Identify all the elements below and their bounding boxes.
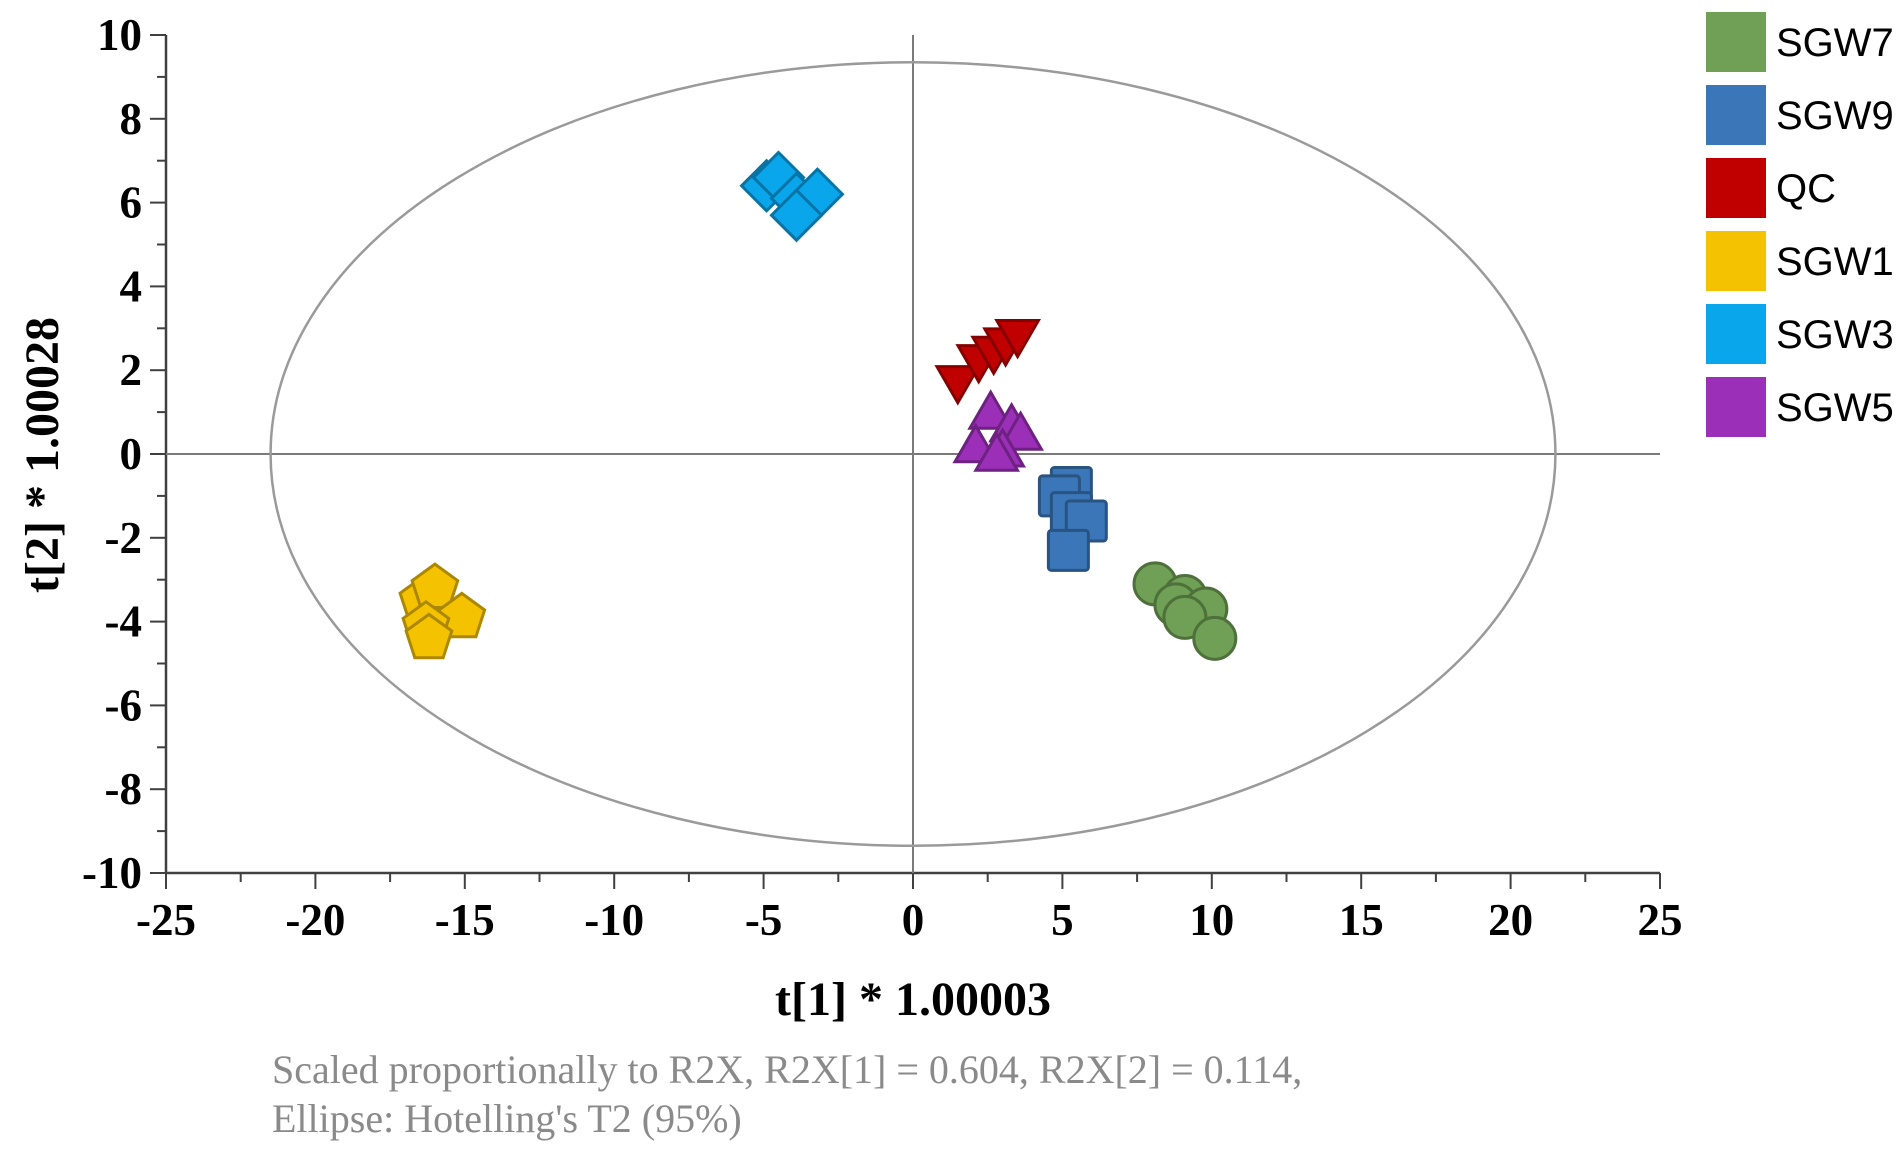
- point-sgw9: [1046, 528, 1090, 572]
- axes: -25 -20 -15 -10 -5 0 5 10 15 20 25-10-8-6-4-202468…: [82, 10, 1683, 945]
- legend-swatch-sgw9: [1706, 85, 1766, 145]
- x-tick-label: 25: [1638, 895, 1683, 945]
- y-tick-label: 10: [97, 10, 142, 60]
- y-tick-label: -10: [82, 848, 142, 898]
- footnote-line-1: Scaled proportionally to R2X, R2X[1] = 0…: [272, 1047, 1302, 1092]
- legend-swatch-sgw3: [1706, 304, 1766, 364]
- legend-swatch-qc: [1706, 158, 1766, 218]
- y-tick-label: 2: [120, 345, 143, 395]
- legend-label-sgw9: SGW9: [1776, 94, 1894, 138]
- data-points: [398, 150, 1238, 661]
- point-sgw1: [404, 612, 454, 660]
- x-tick-label: -25: [136, 895, 196, 945]
- y-tick-label: 4: [120, 261, 143, 311]
- hotelling-t2-ellipse: [269, 60, 1557, 848]
- y-tick-label: -8: [105, 764, 143, 814]
- y-tick-label: -6: [105, 680, 143, 730]
- series-sgw7: [1132, 561, 1238, 661]
- legend-swatch-sgw1: [1706, 231, 1766, 291]
- series-sgw1: [398, 562, 487, 660]
- y-tick-label: 6: [120, 178, 143, 228]
- legend: SGW7 SGW9 QC SGW1 SGW3 SGW5: [1706, 12, 1894, 437]
- point-sgw3: [769, 188, 824, 243]
- y-tick-label: 8: [120, 94, 143, 144]
- point-qc: [994, 319, 1041, 360]
- point-sgw5: [967, 389, 1015, 430]
- x-tick-label: -15: [435, 895, 495, 945]
- legend-label-sgw5: SGW5: [1776, 386, 1894, 430]
- legend-label-sgw7: SGW7: [1776, 21, 1894, 65]
- x-tick-label: 10: [1189, 895, 1234, 945]
- x-axis-title: t[1] * 1.00003: [775, 973, 1051, 1026]
- legend-label-qc: QC: [1776, 167, 1836, 211]
- legend-label-sgw3: SGW3: [1776, 313, 1894, 357]
- y-tick-label: 0: [120, 429, 143, 479]
- point-sgw5: [973, 431, 1020, 472]
- y-tick-label: -4: [105, 597, 143, 647]
- x-tick-label: -5: [745, 895, 783, 945]
- legend-swatch-sgw7: [1706, 12, 1766, 72]
- x-tick-label: 0: [902, 895, 925, 945]
- hotelling-ellipse-layer: [269, 60, 1557, 848]
- legend-label-sgw1: SGW1: [1776, 240, 1894, 284]
- y-axis-title: t[2] * 1.00028: [16, 317, 69, 593]
- x-tick-label: 15: [1339, 895, 1384, 945]
- series-sgw3: [739, 150, 845, 243]
- point-sgw1: [437, 591, 487, 639]
- series-sgw5: [952, 389, 1044, 472]
- x-tick-label: 5: [1051, 895, 1074, 945]
- legend-swatch-sgw5: [1706, 377, 1766, 437]
- y-tick-label: -2: [105, 513, 143, 563]
- x-tick-label: 20: [1488, 895, 1533, 945]
- x-tick-label: -10: [584, 895, 644, 945]
- footnote-line-2: Ellipse: Hotelling's T2 (95%): [272, 1096, 742, 1141]
- x-tick-label: -20: [285, 895, 345, 945]
- point-qc: [934, 365, 982, 406]
- point-sgw7: [1192, 615, 1238, 661]
- series-sgw9: [1037, 466, 1108, 572]
- series-qc: [934, 319, 1041, 406]
